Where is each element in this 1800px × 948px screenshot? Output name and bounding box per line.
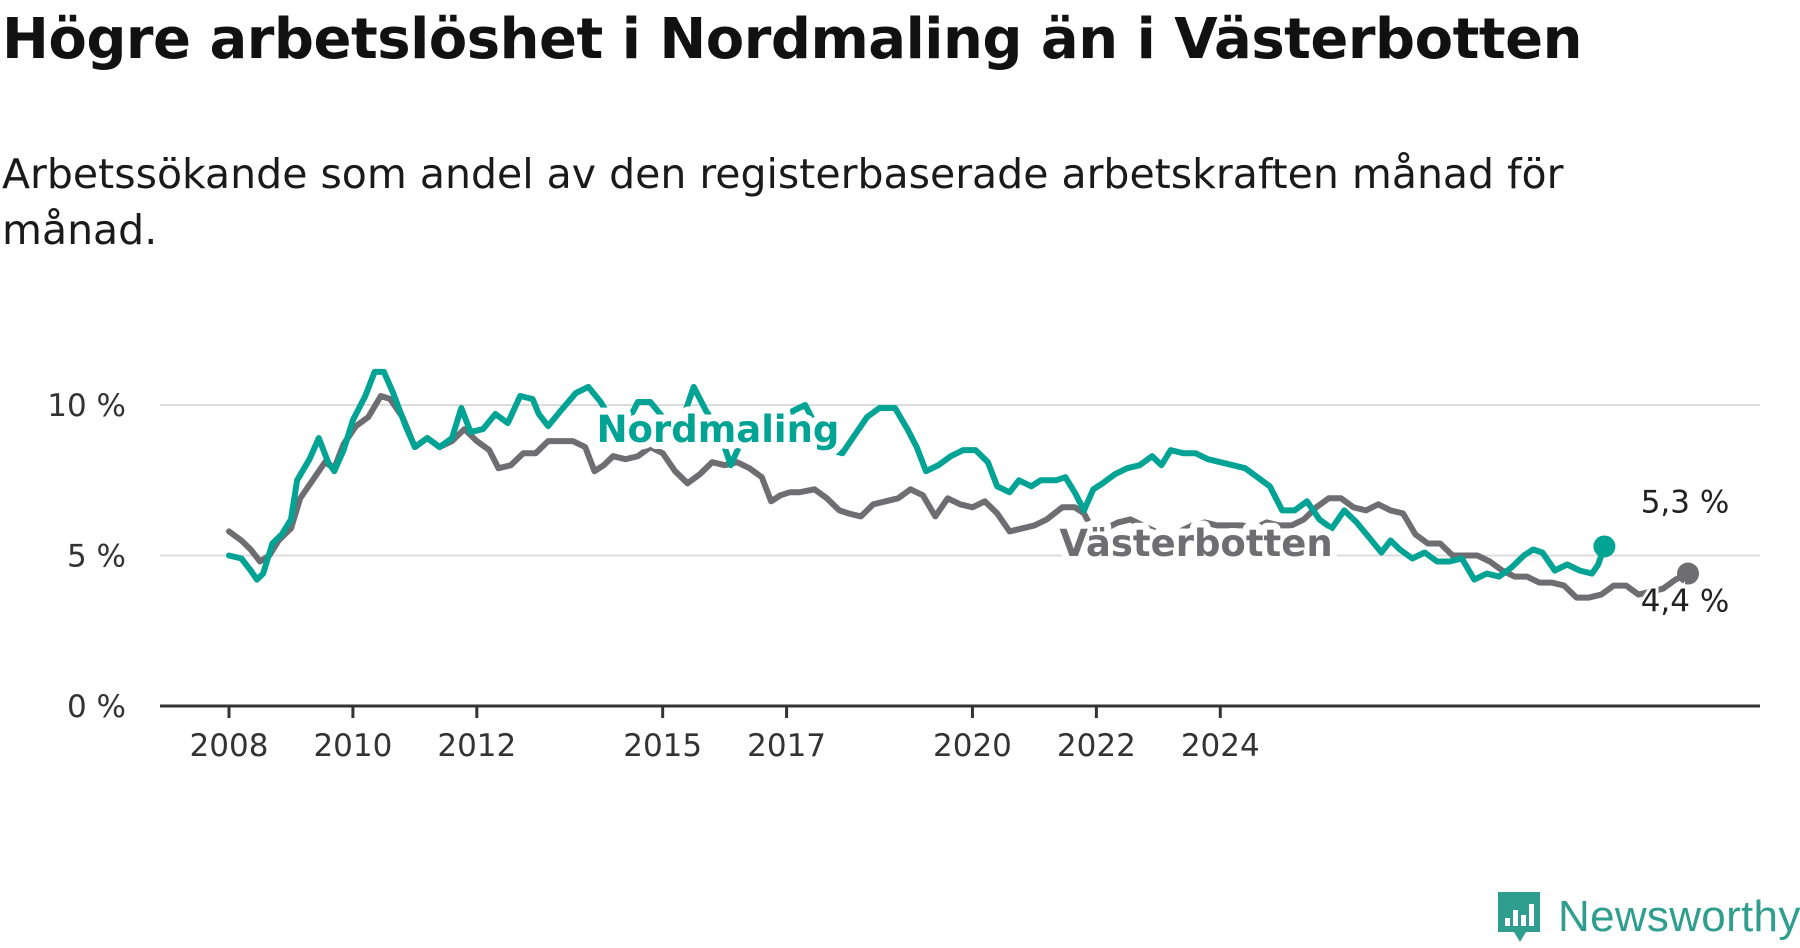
end-point-vasterbotten xyxy=(1677,562,1700,585)
x-tick-label: 2010 xyxy=(313,728,392,764)
x-tick-label: 2024 xyxy=(1181,728,1260,764)
y-tick-label: 5 % xyxy=(67,539,126,575)
end-value-label-nordmaling: 5,3 % xyxy=(1641,484,1730,520)
end-value-label-vasterbotten: 4,4 % xyxy=(1641,584,1730,620)
brand-name: Newsworthy xyxy=(1558,892,1800,941)
brand-logo: Newsworthy xyxy=(1494,888,1800,946)
chart-subtitle: Arbetssökande som andel av den registerb… xyxy=(2,150,1564,254)
x-tick-label: 2017 xyxy=(747,728,826,764)
x-tick-label: 2008 xyxy=(190,728,269,764)
series-line-vasterbotten xyxy=(226,393,1691,601)
series-line-nordmaling xyxy=(226,368,1608,583)
series-label-vasterbotten: Västerbotten xyxy=(1059,522,1332,565)
y-tick-label: 0 % xyxy=(67,689,126,725)
x-tick-label: 2015 xyxy=(623,728,702,764)
newsworthy-logo-icon xyxy=(1498,892,1540,942)
chart-title: Högre arbetslöshet i Nordmaling än i Väs… xyxy=(2,7,1582,72)
x-tick-label: 2022 xyxy=(1057,728,1136,764)
series-label-nordmaling: Nordmaling xyxy=(597,408,840,451)
x-tick-label: 2012 xyxy=(437,728,516,764)
y-tick-label: 10 % xyxy=(47,388,126,424)
x-tick-label: 2020 xyxy=(933,728,1012,764)
end-point-nordmaling xyxy=(1593,535,1616,558)
